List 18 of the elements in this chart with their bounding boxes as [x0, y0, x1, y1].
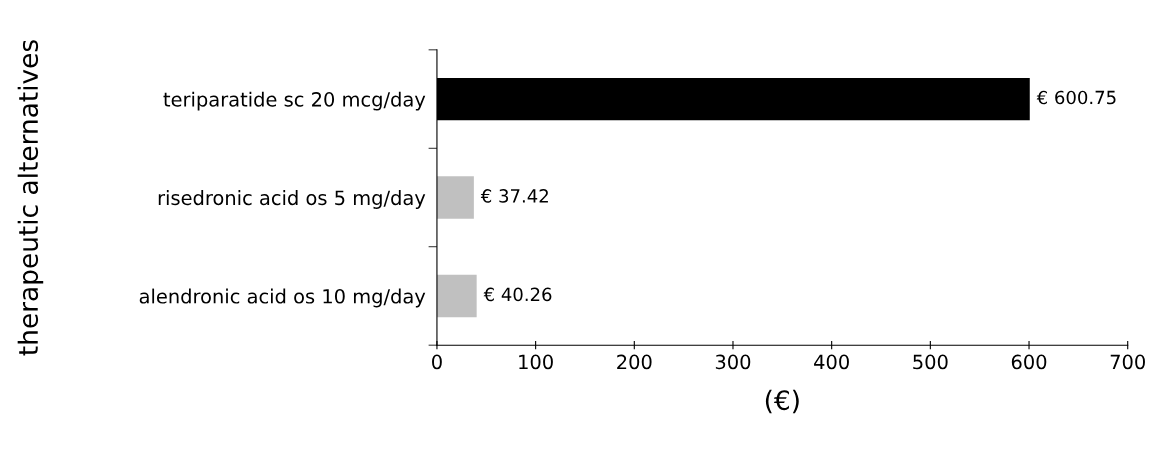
data-label: € 600.75 [1036, 90, 1116, 105]
y-tick-label: risedronic acid os 5 mg/day [158, 190, 426, 209]
x-tick-label: 0 [432, 354, 442, 370]
x-tick-label: 300 [715, 354, 751, 370]
data-label: € 40.26 [483, 287, 552, 302]
x-tick-label: 200 [617, 354, 652, 370]
x-tick-label: 400 [814, 354, 849, 370]
x-tick-label: 500 [913, 354, 948, 370]
bar [436, 274, 477, 318]
y-tick-label: teriparatide sc 20 mcg/day [163, 91, 426, 111]
y-axis-title: therapeutic alternatives [17, 40, 44, 356]
x-tick-label: 600 [1011, 354, 1047, 370]
data-label: € 37.42 [480, 189, 548, 203]
x-tick-label: 700 [1110, 354, 1145, 370]
bar [436, 176, 474, 219]
y-tick-label: alendronic acid os 10 mg/day [139, 288, 426, 308]
x-axis-title: (€) [765, 389, 799, 414]
x-tick-label: 100 [519, 354, 553, 370]
